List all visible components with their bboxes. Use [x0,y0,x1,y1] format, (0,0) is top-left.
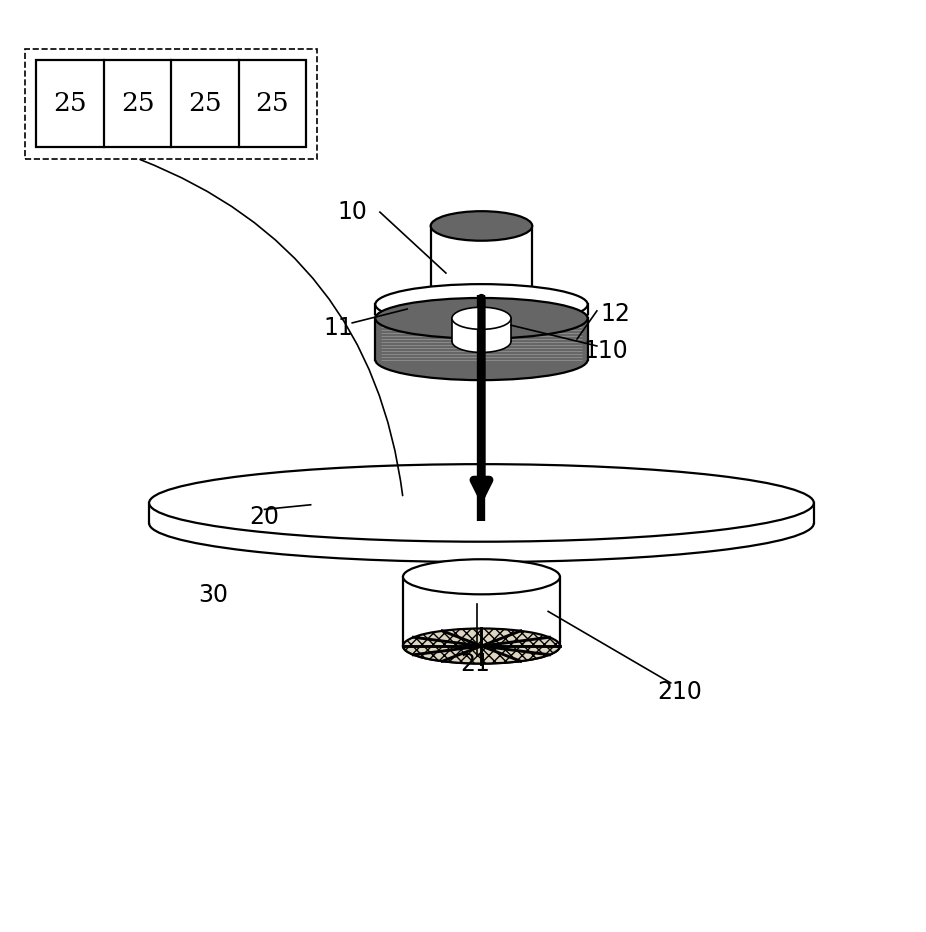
Ellipse shape [403,559,560,595]
Polygon shape [375,305,588,314]
Text: 25: 25 [256,91,289,116]
Ellipse shape [403,628,560,664]
Polygon shape [452,319,511,341]
Text: 21: 21 [460,652,490,677]
Ellipse shape [375,298,588,338]
Polygon shape [375,319,588,360]
Ellipse shape [375,339,588,380]
Text: 25: 25 [54,91,87,116]
Ellipse shape [149,464,814,541]
Text: 25: 25 [120,91,155,116]
Text: 20: 20 [249,505,280,528]
Text: 10: 10 [337,200,367,224]
Polygon shape [403,577,560,646]
Text: 30: 30 [199,583,229,608]
Text: 110: 110 [583,338,629,363]
Ellipse shape [403,628,560,664]
Ellipse shape [452,308,511,329]
FancyBboxPatch shape [36,60,307,147]
Text: 210: 210 [657,680,703,705]
Ellipse shape [149,485,814,562]
Text: 12: 12 [600,302,631,325]
Text: 11: 11 [323,316,353,339]
Ellipse shape [431,290,532,319]
Ellipse shape [375,294,588,334]
Ellipse shape [375,284,588,324]
Ellipse shape [431,212,532,240]
Polygon shape [149,503,814,523]
Text: 25: 25 [188,91,221,116]
Ellipse shape [452,330,511,352]
